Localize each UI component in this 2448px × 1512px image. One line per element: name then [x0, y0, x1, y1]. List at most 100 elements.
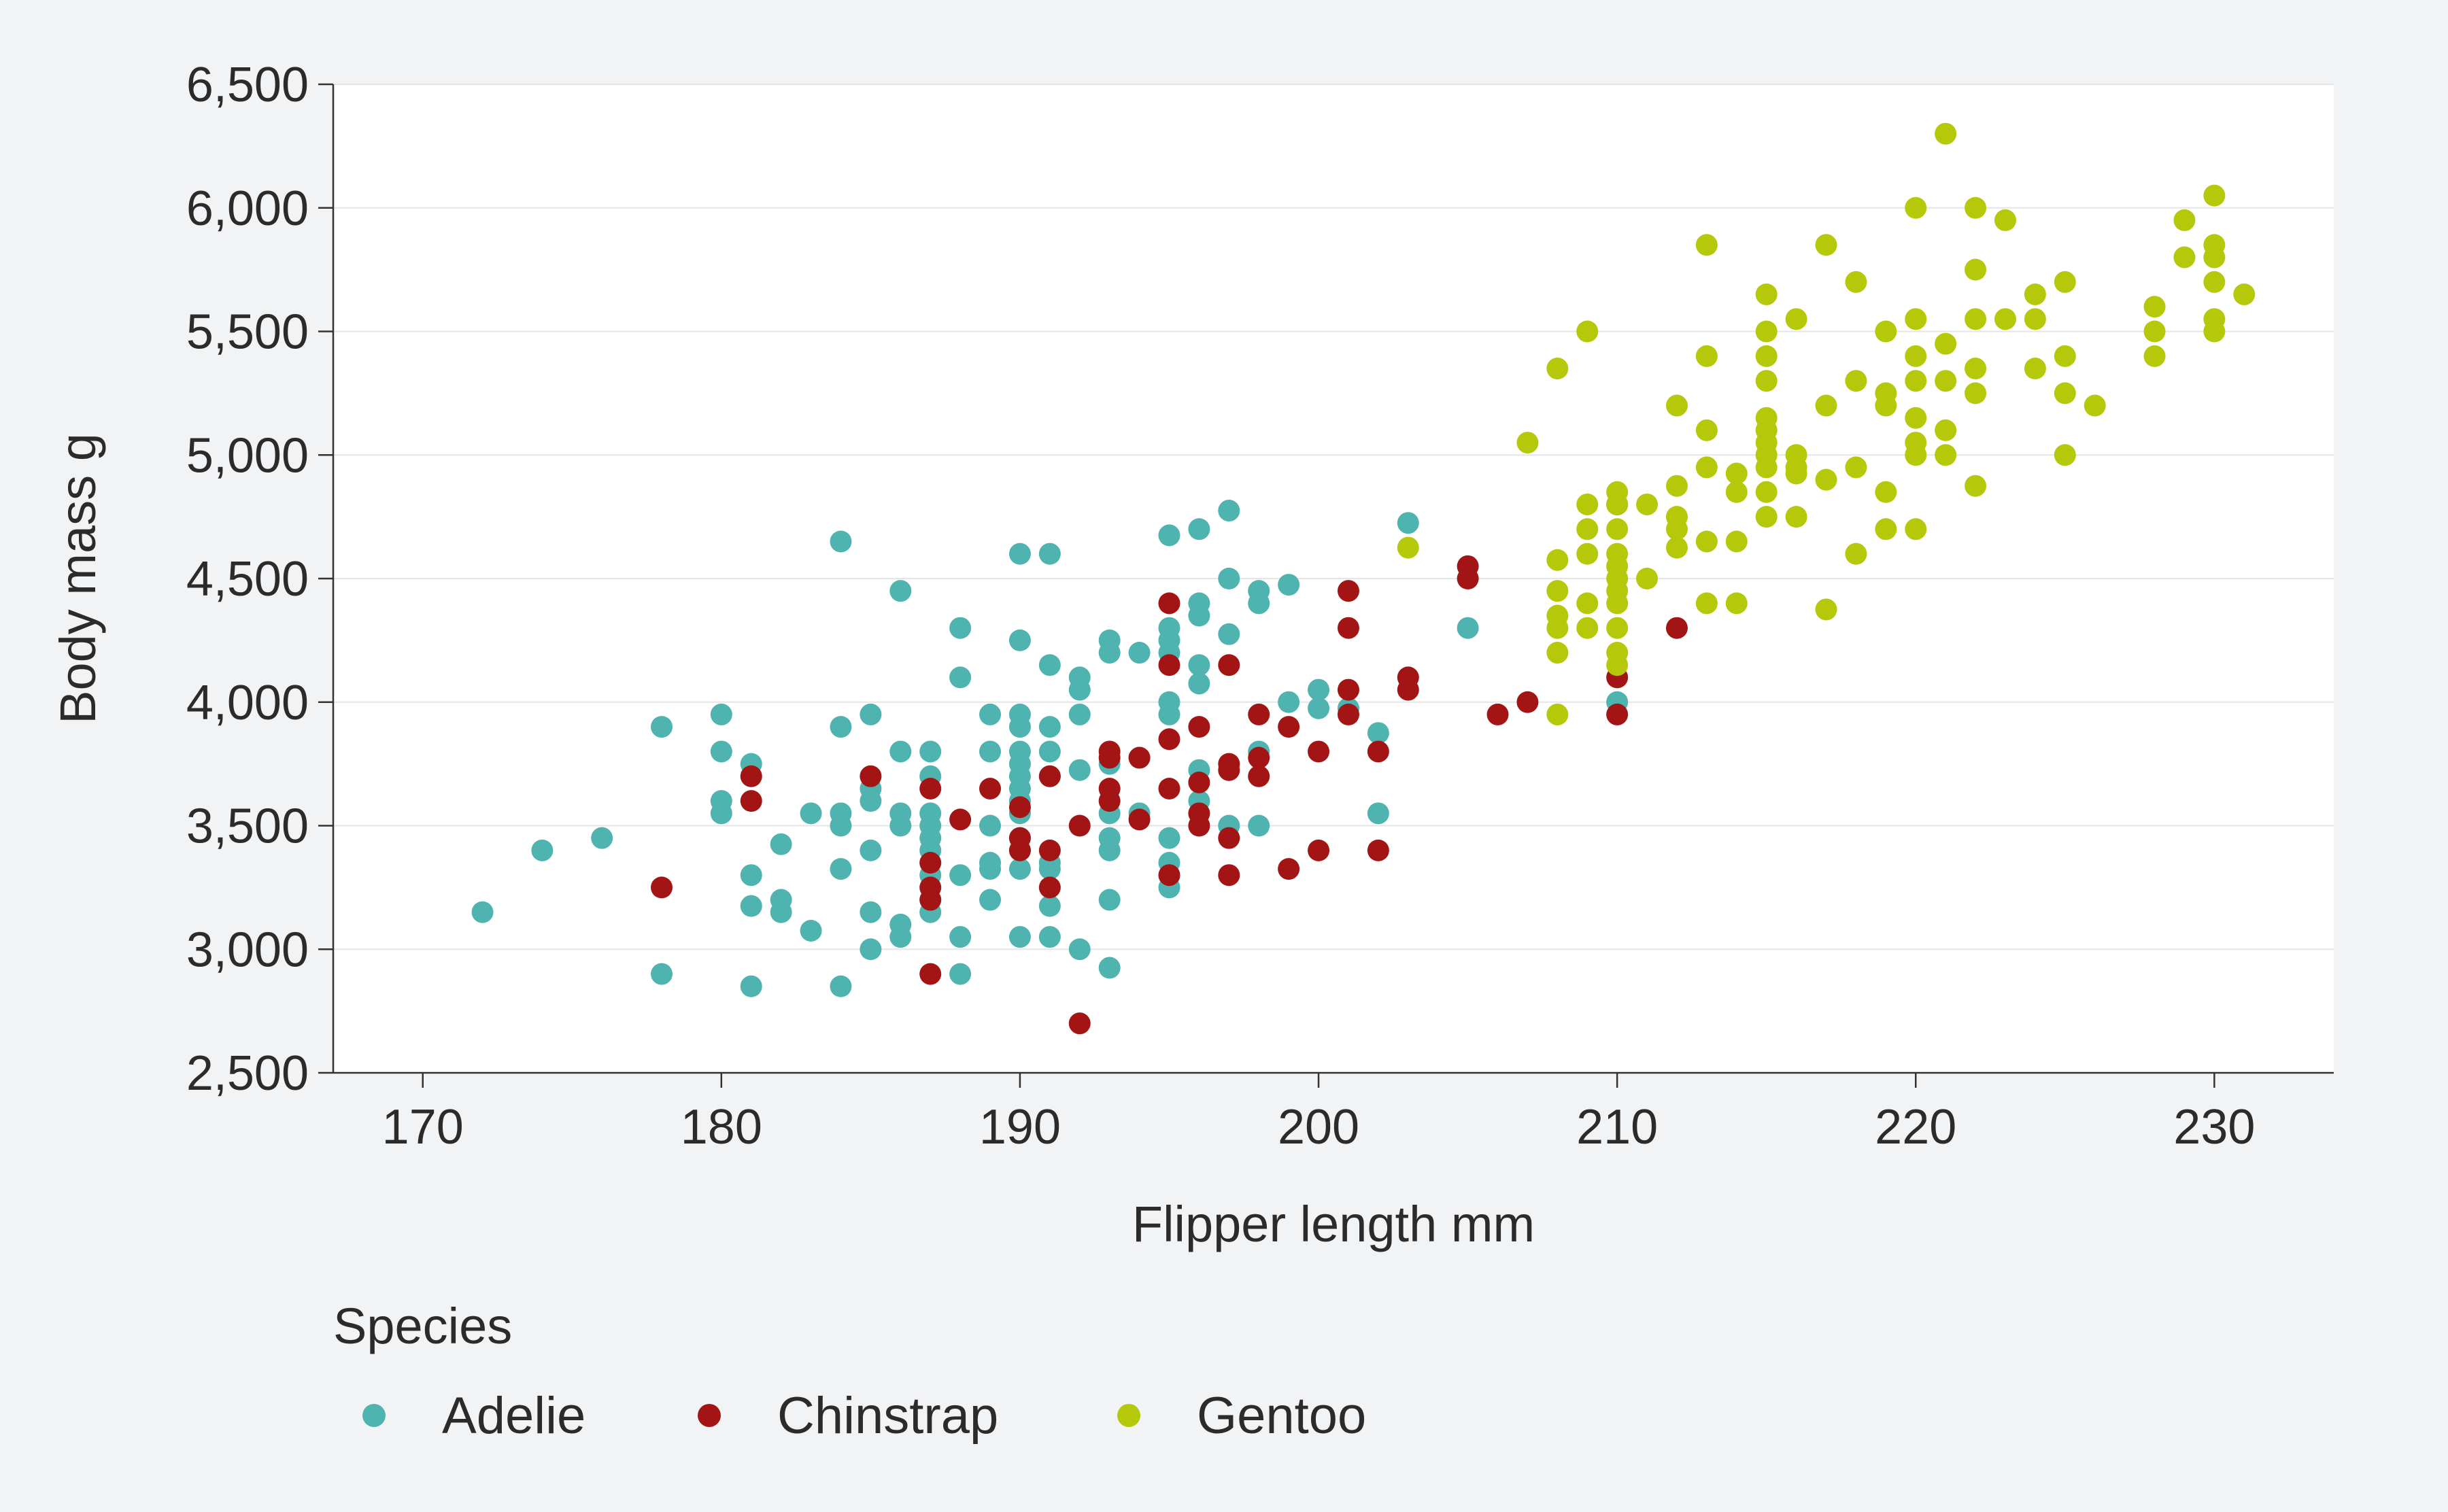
- data-point: [860, 703, 882, 725]
- data-point: [1158, 524, 1180, 547]
- data-point: [919, 852, 942, 874]
- x-axis-title: Flipper length mm: [1132, 1196, 1535, 1252]
- data-point: [1546, 642, 1569, 664]
- data-point: [1755, 370, 1778, 392]
- data-point: [1068, 678, 1091, 701]
- data-point: [1875, 481, 1897, 503]
- legend-label: Gentoo: [1197, 1387, 1366, 1445]
- data-point: [1068, 938, 1091, 961]
- data-point: [1068, 759, 1091, 781]
- data-point: [740, 765, 762, 787]
- data-point: [1665, 394, 1688, 417]
- data-point: [1576, 320, 1599, 343]
- data-point: [949, 963, 972, 985]
- y-tick-label: 5,500: [186, 305, 309, 360]
- data-point: [1815, 234, 1837, 256]
- data-point: [471, 901, 494, 923]
- data-point: [1815, 468, 1837, 491]
- data-point: [1546, 617, 1569, 639]
- data-point: [1218, 654, 1240, 676]
- data-point: [1038, 895, 1061, 917]
- data-point: [1576, 617, 1599, 639]
- y-tick-label: 3,500: [186, 800, 309, 854]
- legend-item-adelie: Adelie: [362, 1387, 585, 1445]
- legend: Species Adelie Chinstrap Gentoo: [333, 1298, 1366, 1445]
- x-tick-label: 170: [382, 1100, 464, 1154]
- data-point: [1308, 839, 1330, 861]
- data-point: [1665, 518, 1688, 540]
- data-point: [710, 802, 732, 825]
- data-point: [1965, 196, 1987, 219]
- data-point: [1008, 629, 1031, 651]
- data-point: [979, 858, 1002, 880]
- data-point: [1905, 370, 1927, 392]
- data-point: [1008, 796, 1031, 819]
- data-point: [979, 740, 1002, 763]
- data-point: [2203, 320, 2226, 343]
- legend-items: Adelie Chinstrap Gentoo: [362, 1387, 1366, 1445]
- data-point: [531, 839, 554, 861]
- data-point: [949, 617, 972, 639]
- data-point: [1965, 358, 1987, 380]
- legend-label: Chinstrap: [777, 1387, 998, 1445]
- data-point: [919, 740, 942, 763]
- data-point: [1158, 592, 1180, 615]
- data-point: [1755, 506, 1778, 528]
- data-point: [1218, 623, 1240, 645]
- data-point: [2054, 444, 2076, 466]
- data-point: [1486, 703, 1509, 725]
- data-point: [830, 975, 852, 997]
- data-point: [1397, 678, 1419, 701]
- data-point: [979, 814, 1002, 837]
- data-point: [1845, 370, 1867, 392]
- data-point: [1038, 716, 1061, 738]
- legend-marker: [698, 1404, 721, 1427]
- data-point: [710, 703, 732, 725]
- data-point: [1905, 308, 1927, 330]
- data-point: [740, 864, 762, 887]
- data-point: [1695, 345, 1718, 367]
- data-point: [1935, 332, 1957, 355]
- data-point: [2054, 345, 2076, 367]
- data-point: [1278, 858, 1300, 880]
- axes: 2,500 3,000 3,500 4,000 4,500 5,000 5,500 6,000…: [186, 58, 2334, 1154]
- data-points: [471, 122, 2256, 1035]
- data-point: [860, 790, 882, 812]
- data-point: [919, 777, 942, 800]
- y-tick-label: 2,500: [186, 1046, 309, 1101]
- data-point: [1606, 654, 1629, 676]
- data-point: [1755, 345, 1778, 367]
- data-point: [979, 889, 1002, 911]
- data-point: [830, 530, 852, 553]
- data-point: [1875, 320, 1897, 343]
- legend-item-gentoo: Gentoo: [1117, 1387, 1366, 1445]
- data-point: [1218, 568, 1240, 589]
- data-point: [860, 765, 882, 787]
- data-point: [2024, 308, 2046, 330]
- x-tick-label: 230: [2173, 1100, 2255, 1154]
- legend-marker: [362, 1404, 386, 1427]
- y-axis-title: Body mass g: [50, 433, 106, 724]
- data-point: [1785, 462, 1807, 485]
- data-point: [2054, 382, 2076, 405]
- data-point: [770, 833, 792, 855]
- data-point: [1725, 530, 1748, 553]
- data-point: [1248, 765, 1270, 787]
- data-point: [1815, 394, 1837, 417]
- data-point: [949, 864, 972, 887]
- y-tick-label: 5,000: [186, 428, 309, 483]
- data-point: [1188, 654, 1210, 676]
- x-tick-label: 200: [1278, 1100, 1359, 1154]
- data-point: [800, 919, 822, 942]
- data-point: [1725, 462, 1748, 485]
- data-point: [1965, 382, 1987, 405]
- data-point: [1218, 759, 1240, 781]
- data-point: [651, 963, 673, 985]
- data-point: [1278, 691, 1300, 713]
- data-point: [889, 926, 912, 948]
- data-point: [1098, 889, 1121, 911]
- data-point: [1038, 654, 1061, 676]
- y-tick-label: 6,000: [186, 182, 309, 236]
- data-point: [1128, 642, 1151, 664]
